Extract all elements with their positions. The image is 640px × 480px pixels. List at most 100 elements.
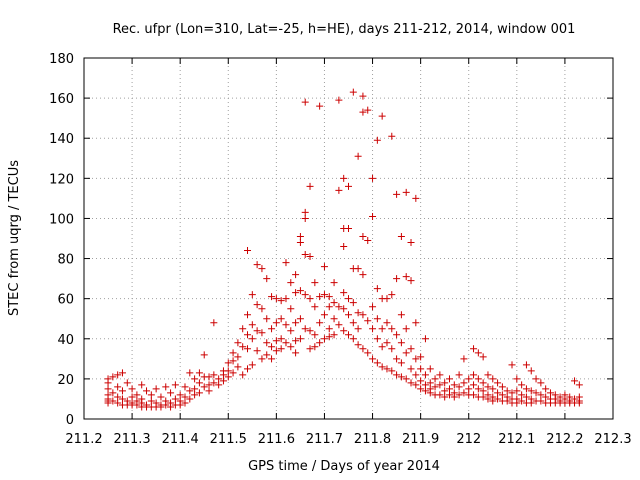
data-point [229, 349, 237, 357]
data-point [397, 359, 405, 367]
data-point [503, 397, 511, 405]
data-point [330, 331, 338, 339]
data-point [258, 329, 266, 337]
data-point [340, 243, 348, 251]
data-point [508, 389, 516, 397]
data-point [205, 387, 213, 395]
data-point [253, 347, 261, 355]
data-point [296, 335, 304, 343]
data-point [393, 190, 401, 198]
data-point [330, 279, 338, 287]
y-tick-label: 40 [57, 333, 74, 348]
y-tick-label: 100 [49, 212, 74, 227]
data-point [460, 389, 468, 397]
data-point [522, 393, 530, 401]
data-point [388, 325, 396, 333]
data-point [393, 371, 401, 379]
data-point [104, 385, 112, 393]
data-point [489, 385, 497, 393]
data-point [349, 299, 357, 307]
data-point [450, 393, 458, 401]
data-point [412, 319, 420, 327]
x-tick-label: 212.2 [546, 432, 583, 447]
data-point [498, 383, 506, 391]
data-point [479, 387, 487, 395]
data-point [373, 136, 381, 144]
data-point [157, 403, 165, 411]
data-point [263, 275, 271, 283]
data-point [296, 232, 304, 240]
data-point [484, 383, 492, 391]
data-point [200, 383, 208, 391]
data-point [181, 393, 189, 401]
data-point [460, 379, 468, 387]
data-point [316, 339, 324, 347]
data-point [421, 387, 429, 395]
data-point [253, 261, 261, 269]
data-point [527, 387, 535, 395]
data-point [340, 327, 348, 335]
data-point [383, 339, 391, 347]
data-point [383, 365, 391, 373]
data-point [296, 315, 304, 323]
data-point [470, 371, 478, 379]
data-point [417, 377, 425, 385]
data-point [417, 385, 425, 393]
y-tick-label: 60 [57, 293, 74, 308]
data-point [522, 385, 530, 393]
data-point [292, 289, 300, 297]
data-point [494, 389, 502, 397]
x-tick-label: 212.1 [498, 432, 535, 447]
x-tick-label: 212.3 [594, 432, 631, 447]
data-point [445, 391, 453, 399]
data-point [470, 381, 478, 389]
x-tick-labels: 211.2 211.3 211.4 211.5 211.6 211.7 211.8 211.9… [65, 432, 631, 447]
y-tick-label: 80 [57, 253, 74, 268]
data-point [114, 371, 122, 379]
data-point [470, 391, 478, 399]
data-point [205, 373, 213, 381]
data-point [292, 337, 300, 345]
data-point [417, 353, 425, 361]
data-point [354, 341, 362, 349]
data-point [364, 106, 372, 114]
data-point [354, 309, 362, 317]
data-point [388, 132, 396, 140]
data-point [244, 365, 252, 373]
data-point [340, 174, 348, 182]
data-point [503, 387, 511, 395]
data-point [301, 98, 309, 106]
data-point [147, 391, 155, 399]
data-point [301, 214, 309, 222]
y-axis-label: STEC from uqrg / TECUs [7, 160, 22, 316]
data-point [378, 363, 386, 371]
data-point [325, 303, 333, 311]
data-point [465, 375, 473, 383]
data-point [369, 355, 377, 363]
data-point [277, 315, 285, 323]
data-point [513, 375, 521, 383]
data-point [301, 251, 309, 259]
data-point [234, 353, 242, 361]
data-point [359, 311, 367, 319]
data-point [349, 319, 357, 327]
data-point [320, 311, 328, 319]
data-point [210, 319, 218, 327]
data-point [272, 347, 280, 355]
x-tick-label: 211.6 [258, 432, 295, 447]
data-point [359, 271, 367, 279]
data-point [354, 265, 362, 273]
data-point [320, 263, 328, 271]
data-point [373, 285, 381, 293]
data-point [537, 379, 545, 387]
x-axis-label: GPS time / Days of year 2014 [248, 459, 440, 474]
data-point [340, 289, 348, 297]
y-tick-label: 20 [57, 373, 74, 388]
data-point [277, 345, 285, 353]
data-point [402, 349, 410, 357]
data-point [489, 375, 497, 383]
x-tick-label: 211.5 [210, 432, 247, 447]
data-point [359, 232, 367, 240]
data-point [311, 279, 319, 287]
data-point [412, 371, 420, 379]
